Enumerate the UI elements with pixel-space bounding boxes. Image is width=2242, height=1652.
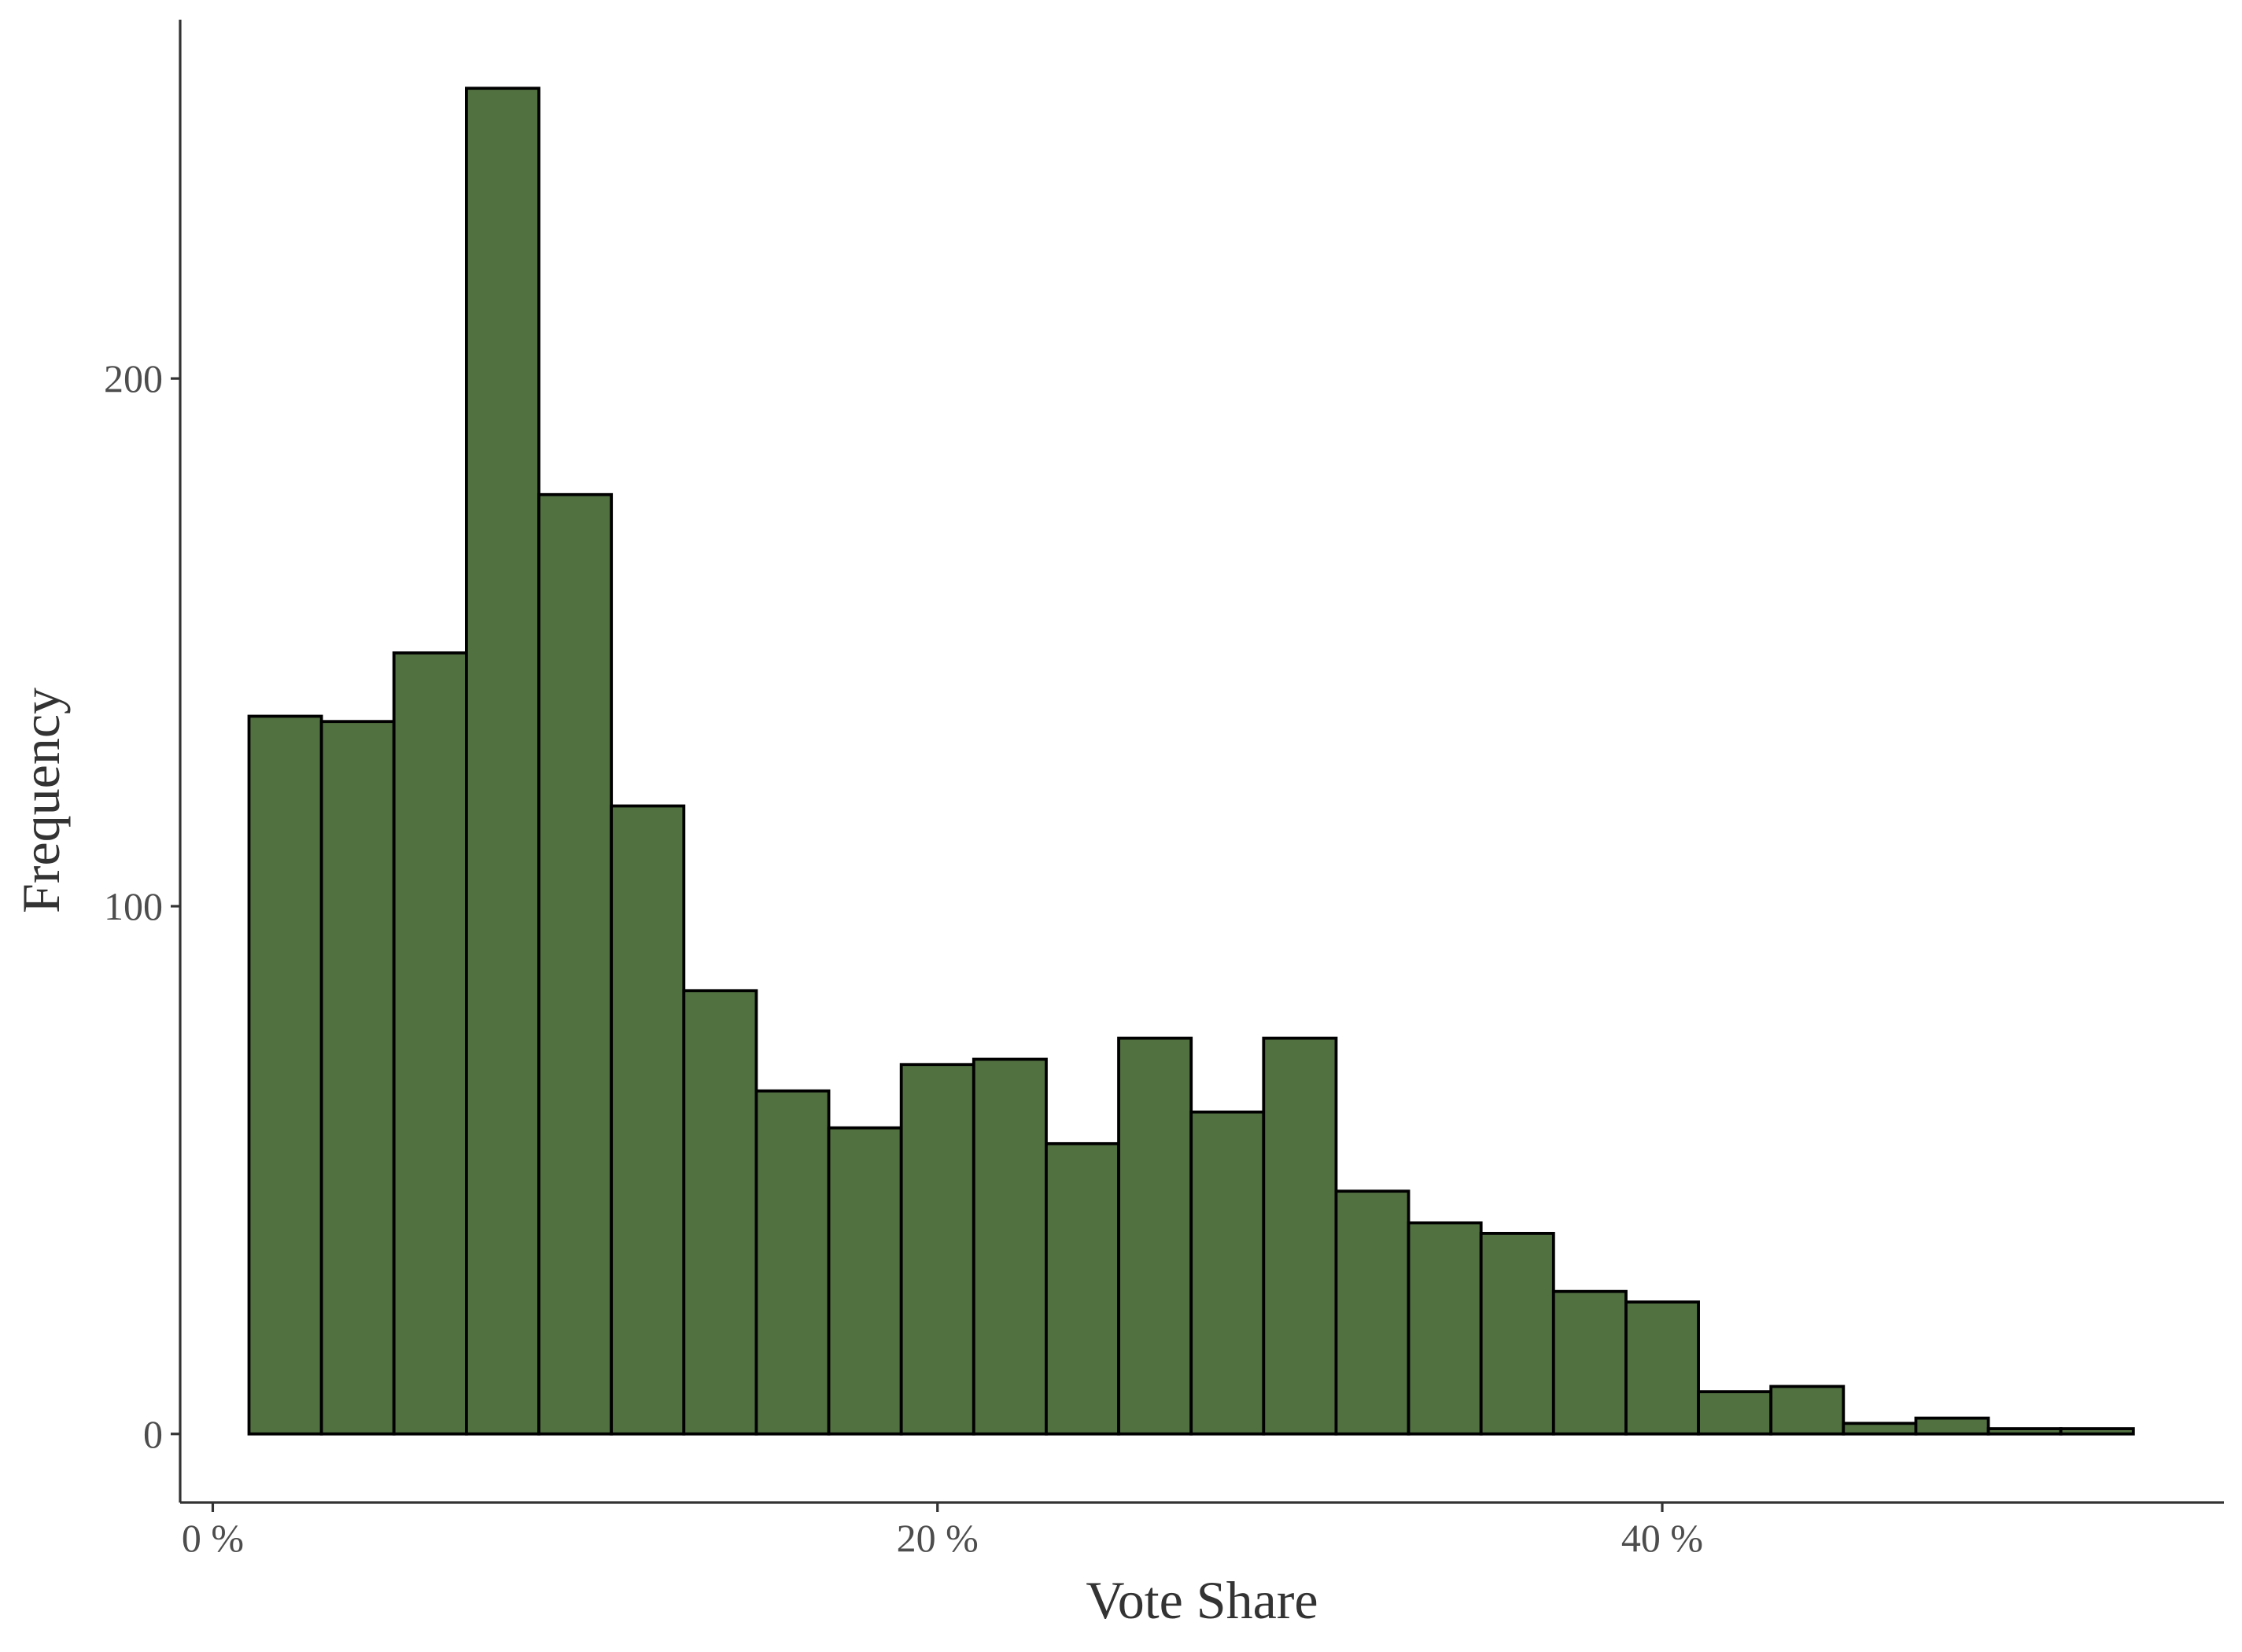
histogram-bar bbox=[827, 1126, 903, 1436]
histogram-bar bbox=[1262, 1036, 1338, 1436]
histogram-bar bbox=[2059, 1427, 2135, 1436]
histogram-bar bbox=[1842, 1422, 1918, 1436]
histogram-bar bbox=[1407, 1221, 1483, 1436]
histogram-bar bbox=[319, 720, 396, 1436]
histogram-bar bbox=[1624, 1300, 1700, 1436]
histogram-bar bbox=[682, 989, 758, 1436]
histogram-bar bbox=[899, 1063, 975, 1436]
y-axis-title: Frequency bbox=[11, 688, 71, 913]
histogram-bar bbox=[1334, 1189, 1410, 1436]
y-tick-label: 200 bbox=[104, 356, 163, 400]
histogram-bar bbox=[392, 651, 468, 1436]
histogram-bar bbox=[1769, 1385, 1846, 1436]
histogram-bar bbox=[1189, 1110, 1266, 1436]
histogram-bar bbox=[537, 492, 614, 1436]
y-tick-label: 0 bbox=[143, 1412, 163, 1456]
histogram-bar bbox=[1986, 1427, 2063, 1436]
histogram-bar bbox=[1117, 1036, 1193, 1436]
x-tick-label: 0 % bbox=[182, 1516, 244, 1560]
x-tick-label: 40 % bbox=[1621, 1516, 1703, 1560]
y-tick-label: 100 bbox=[104, 884, 163, 928]
histogram-bar bbox=[1551, 1289, 1628, 1436]
y-axis-ticks: 0 100 200 bbox=[104, 356, 180, 1456]
x-tick-label: 20 % bbox=[897, 1516, 979, 1560]
histogram-bar bbox=[1479, 1231, 1555, 1436]
histogram-bar bbox=[754, 1089, 831, 1436]
histogram-bar bbox=[1045, 1141, 1120, 1436]
histogram-bars bbox=[247, 87, 2135, 1436]
x-axis-ticks: 0 % 20 % 40 % bbox=[182, 1503, 1703, 1560]
histogram-bar bbox=[610, 804, 686, 1436]
histogram-bar bbox=[1697, 1390, 1773, 1436]
x-axis-title: Vote Share bbox=[1086, 1570, 1318, 1630]
histogram-bar bbox=[1914, 1416, 1990, 1436]
histogram-bar bbox=[247, 714, 323, 1436]
histogram-bar bbox=[972, 1057, 1048, 1436]
histogram-bar bbox=[465, 87, 540, 1436]
